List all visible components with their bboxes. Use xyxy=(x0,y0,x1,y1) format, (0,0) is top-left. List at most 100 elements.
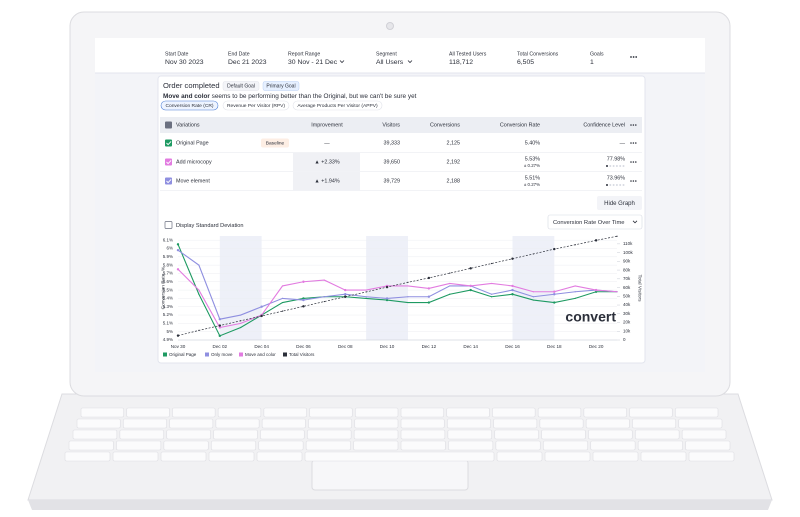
series-point xyxy=(302,297,305,300)
key xyxy=(447,429,493,440)
x-tick-label: Dec 04 xyxy=(254,344,269,349)
header-value[interactable]: 30 Nov - 21 Dec xyxy=(288,59,338,66)
y-tick-label: 6% xyxy=(166,246,173,251)
series-point xyxy=(344,288,347,292)
conversions: 2,125 xyxy=(447,140,461,146)
key xyxy=(685,440,731,451)
goal-message-text: seems to be performing better than the O… xyxy=(210,93,417,100)
improvement-cell xyxy=(293,172,360,191)
header-value[interactable]: All Users xyxy=(376,59,404,66)
legend-label: Original Page xyxy=(169,352,197,357)
key xyxy=(213,429,258,440)
series-point xyxy=(240,320,242,322)
goal-message-variation: Move and color xyxy=(163,93,210,100)
header-value: 118,712 xyxy=(449,59,473,66)
series-point xyxy=(218,326,222,329)
y-tick-label: 5.8% xyxy=(163,262,173,267)
key xyxy=(215,418,260,429)
key xyxy=(541,429,586,440)
key xyxy=(448,440,494,451)
key xyxy=(585,418,630,429)
key xyxy=(495,440,541,451)
visitors: 39,729 xyxy=(384,178,401,184)
header-value: 6,505 xyxy=(517,59,534,66)
series-point xyxy=(616,291,618,293)
more-dot xyxy=(632,142,635,144)
series-point xyxy=(553,293,556,296)
series-point xyxy=(198,264,200,266)
y-axis-title: Conversion Rate, % xyxy=(160,266,166,309)
series-point xyxy=(302,298,305,302)
series-point xyxy=(574,291,576,293)
more-dot xyxy=(632,161,635,163)
x-tick-label: Dec 14 xyxy=(463,344,478,349)
confidence-level: — xyxy=(620,140,626,146)
legend-swatch xyxy=(239,352,243,357)
series-point xyxy=(616,235,618,237)
series-point xyxy=(469,267,472,270)
key xyxy=(80,407,125,418)
y2-tick-label: 100k xyxy=(623,250,634,255)
series-point xyxy=(344,293,347,296)
confidence-level: 77.98% xyxy=(607,156,625,162)
improvement: ▲ +2.33% xyxy=(314,159,339,165)
conversions: 2,188 xyxy=(447,178,461,184)
series-point xyxy=(198,289,200,291)
row-checkbox[interactable] xyxy=(165,177,172,185)
key xyxy=(354,407,399,418)
checkmark xyxy=(166,179,172,184)
y2-tick-label: 60k xyxy=(623,285,631,290)
x-tick-label: Dec 12 xyxy=(422,344,437,349)
conversion-rate: 5.40% xyxy=(525,140,540,146)
key xyxy=(634,429,680,440)
variation-name: Add microcopy xyxy=(176,159,212,165)
camera xyxy=(386,22,394,30)
legend-swatch xyxy=(205,352,209,357)
goal-title: Order completed xyxy=(163,81,220,90)
series-point xyxy=(344,295,347,298)
series-point xyxy=(427,295,431,298)
series-point xyxy=(574,285,576,287)
series-point xyxy=(490,296,493,298)
header-value: Nov 30 2023 xyxy=(165,59,204,66)
conversions: 2,192 xyxy=(447,159,461,165)
y-tick-label: 5.1% xyxy=(163,321,173,326)
std-dev-checkbox[interactable] xyxy=(164,221,173,229)
chart-select[interactable] xyxy=(547,214,643,230)
series-point xyxy=(323,296,325,298)
key xyxy=(637,440,683,451)
y-tick-label: 5.6% xyxy=(163,279,173,284)
touchpad xyxy=(311,459,469,491)
y-tick-label: 5.9% xyxy=(163,254,173,259)
hide-graph-button[interactable] xyxy=(597,196,642,210)
key xyxy=(256,451,303,462)
key xyxy=(674,407,719,418)
hide-graph-label: Hide Graph xyxy=(604,201,635,207)
series-point xyxy=(281,297,284,299)
confidence-meter-dot xyxy=(619,184,622,186)
metric-tab[interactable] xyxy=(292,100,383,111)
key xyxy=(306,429,352,440)
series-point xyxy=(302,305,305,308)
header-label: Report Range xyxy=(288,51,320,57)
confidence-meter-dot xyxy=(612,165,615,167)
key xyxy=(353,429,399,440)
row-checkbox[interactable] xyxy=(165,158,172,166)
series-point xyxy=(365,296,367,298)
row-checkbox[interactable] xyxy=(165,139,172,147)
conversion-rate-error: ± 0.27% xyxy=(524,182,540,187)
series-point xyxy=(490,282,493,285)
header-value: 1 xyxy=(590,59,594,66)
key xyxy=(169,418,214,429)
key xyxy=(446,407,490,418)
series-line xyxy=(177,249,618,320)
series-point xyxy=(385,297,389,300)
goal-tag-label: Default Goal xyxy=(227,84,255,90)
series-point xyxy=(449,285,451,287)
metric-tab[interactable] xyxy=(160,100,219,111)
key xyxy=(542,440,589,451)
dropdown-chevron xyxy=(407,60,413,64)
series-point xyxy=(449,272,451,274)
metric-tab[interactable] xyxy=(222,100,290,111)
baseline-badge-label: Baseline xyxy=(266,140,285,146)
